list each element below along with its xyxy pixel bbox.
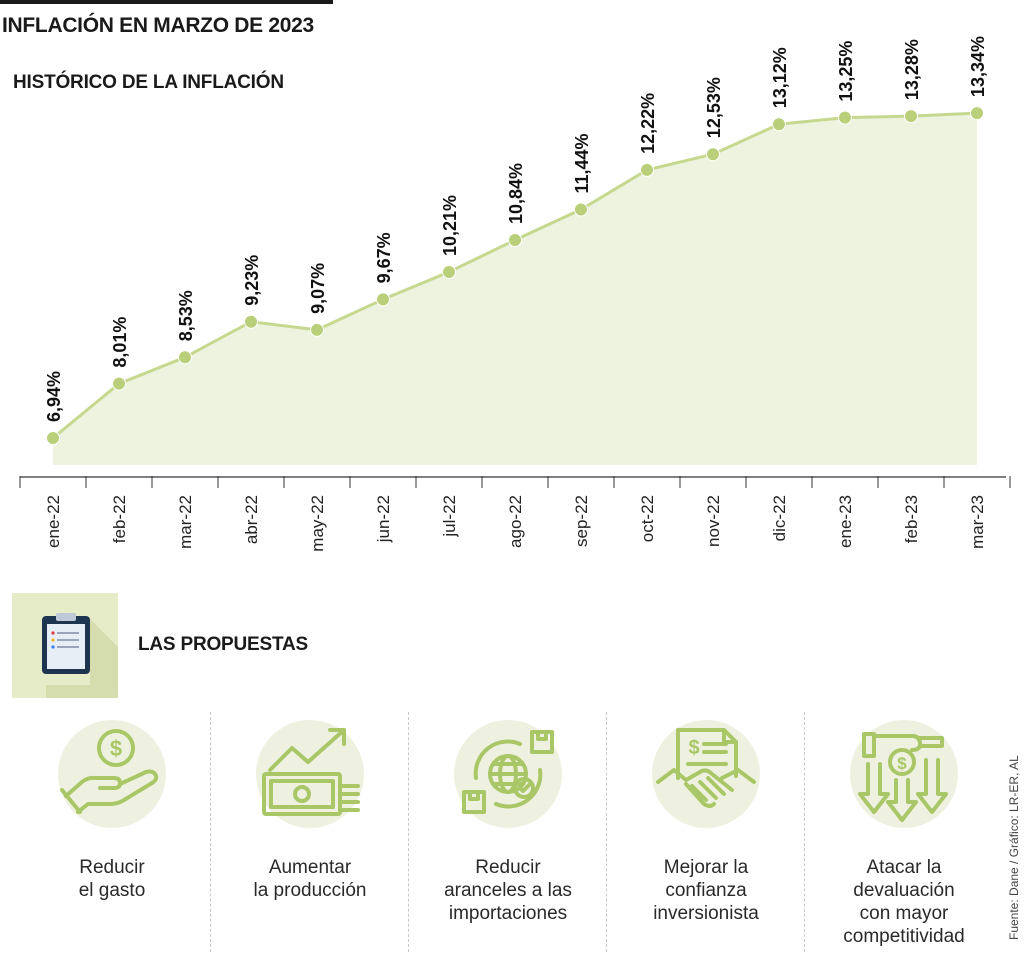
clipboard-icon [42, 613, 118, 698]
divider [210, 712, 211, 952]
proposal-label: Reducir aranceles a las importaciones [444, 857, 572, 924]
divider [804, 712, 805, 952]
data-point [838, 110, 852, 125]
area-fill [53, 113, 977, 466]
divider [606, 712, 607, 952]
proposal-label: Aumentar la producción [253, 857, 367, 901]
x-tick-label: feb-23 [902, 495, 921, 543]
inflation-line-chart: 6,94% ene-22 8,01% feb-22 8,53% mar-22 9,23% ab… [19, 36, 1011, 552]
x-tick-label: ago-22 [506, 495, 525, 548]
x-tick-label: abr-22 [242, 495, 261, 544]
devaluation-icon: $ [858, 732, 948, 822]
proposal-item: Reducir aranceles a las importaciones [410, 716, 606, 925]
data-label: 9,67% [374, 232, 394, 283]
svg-text:$: $ [110, 736, 122, 761]
x-tick-label: jul-22 [440, 495, 459, 538]
icon-circle [454, 720, 562, 828]
global-trade-icon [462, 730, 554, 814]
data-point [178, 350, 192, 365]
x-tick-label: feb-22 [110, 495, 129, 543]
top-rule [0, 0, 333, 4]
x-tick-label: mar-23 [968, 495, 987, 549]
data-point [112, 376, 126, 391]
data-point [376, 292, 390, 307]
divider [408, 712, 409, 952]
proposal-label: Atacar la devaluación con mayor competit… [843, 857, 965, 947]
data-label: 12,22% [638, 93, 658, 154]
data-label: 8,53% [176, 290, 196, 341]
svg-text:$: $ [897, 754, 907, 773]
data-label: 9,23% [242, 255, 262, 306]
proposal-item: $ Mejorar la confianza inversionista [608, 716, 804, 925]
data-point [46, 431, 60, 445]
data-point [508, 232, 522, 247]
data-label: 10,21% [440, 195, 460, 256]
source-note: Fuente: Dane / Gráfico: LR-ER, AL [1007, 755, 1021, 940]
data-label: 6,94% [44, 371, 64, 422]
icon-circle: $ [58, 720, 166, 828]
data-label: 13,12% [770, 47, 790, 108]
proposals-title: LAS PROPUESTAS [138, 634, 308, 655]
data-point [706, 147, 720, 162]
data-label: 10,84% [506, 163, 526, 224]
data-label: 8,01% [110, 317, 130, 368]
data-point [310, 322, 324, 337]
proposal-item: $ Atacar la devaluación con mayor compet… [806, 716, 1002, 948]
x-tick-label: jun-22 [374, 495, 393, 543]
x-tick-label: ene-23 [836, 495, 855, 548]
proposal-item: $ Reducir el gasto [14, 716, 210, 902]
data-label: 13,28% [902, 39, 922, 100]
data-point [640, 162, 654, 177]
data-label: 11,44% [572, 133, 592, 193]
data-point [244, 314, 258, 329]
handshake-icon: $ [656, 728, 756, 808]
data-label: 13,34% [968, 36, 988, 97]
x-tick-label: nov-22 [704, 495, 723, 547]
proposal-label: Mejorar la confianza inversionista [653, 857, 759, 924]
data-point [772, 117, 786, 132]
proposals-badge [12, 593, 118, 698]
data-label: 9,07% [308, 263, 328, 314]
x-tick-label: may-22 [308, 495, 327, 552]
data-point [904, 109, 918, 124]
svg-text:$: $ [688, 737, 699, 759]
x-tick-label: oct-22 [638, 495, 657, 542]
icon-circle [256, 720, 364, 828]
x-tick-label: dic-22 [770, 495, 789, 541]
page-title: INFLACIÓN EN MARZO DE 2023 [2, 14, 314, 37]
icon-circle: $ [850, 720, 958, 828]
x-tick-label: mar-22 [176, 495, 195, 549]
x-tick-label: sep-22 [572, 495, 591, 547]
chart-title: HISTÓRICO DE LA INFLACIÓN [13, 72, 284, 93]
hand-coin-icon: $ [60, 729, 159, 814]
data-point [970, 106, 984, 121]
money-growth-icon [262, 728, 360, 816]
data-label: 13,25% [836, 41, 856, 102]
x-tick-label: ene-22 [44, 495, 63, 548]
data-point [442, 264, 456, 279]
data-label: 12,53% [704, 77, 724, 138]
icon-circle: $ [652, 720, 760, 828]
proposal-item: Aumentar la producción [212, 716, 408, 902]
data-point [574, 202, 588, 217]
proposal-label: Reducir el gasto [78, 857, 146, 901]
